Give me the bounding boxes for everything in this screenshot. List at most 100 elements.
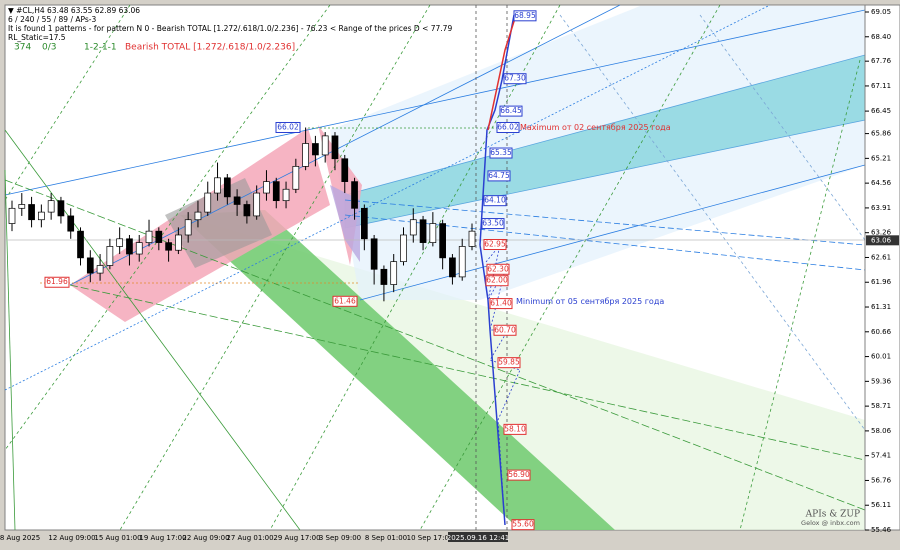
y-tick-label: 57.41 (871, 452, 891, 460)
y-tick-label: 59.36 (871, 377, 892, 385)
candle-body (77, 230, 84, 259)
projection (479, 14, 515, 246)
last-price-box (866, 235, 899, 246)
y-tick-label: 69.05 (871, 8, 891, 16)
pivot-label: 61.96 (46, 277, 68, 286)
candle-body (331, 135, 339, 160)
level-label: 61.40 (490, 299, 512, 308)
candle-body (400, 234, 407, 263)
level-box (486, 263, 510, 275)
candle-body (194, 211, 202, 221)
candle-body (302, 143, 309, 167)
x-tick-label: 27 Aug 01:00 (226, 534, 273, 542)
candle-body (184, 219, 192, 236)
y-tick-label: 65.86 (871, 130, 892, 138)
candle-body (135, 242, 143, 255)
y-tick-label: 58.71 (871, 402, 891, 410)
trend-line (419, 4, 721, 531)
level-label: 66.02 (497, 122, 519, 131)
level-label: 64.10 (484, 196, 506, 205)
level-label: 66.45 (500, 106, 522, 115)
candle-body (449, 257, 456, 278)
y-tick-label: 60.66 (871, 328, 892, 336)
candle-body (380, 268, 388, 285)
candle-body (419, 219, 427, 243)
candle-body (253, 192, 261, 217)
level-box (507, 469, 531, 481)
y-tick-label: 68.40 (871, 33, 891, 41)
y-tick-label: 67.11 (871, 82, 891, 90)
candle-body (126, 238, 133, 255)
trend-line (269, 4, 561, 531)
candle-body (67, 215, 75, 232)
candle-body (282, 188, 290, 202)
trend-line (4, 4, 131, 201)
annotation: Minimum от 05 сентября 2025 года (516, 297, 664, 306)
candle-body (214, 177, 221, 194)
trend-line (4, 169, 16, 531)
time-box (448, 532, 508, 542)
candle-body (116, 238, 124, 247)
candle-body (341, 158, 349, 182)
candle-body (233, 196, 241, 205)
pivot-box (275, 121, 301, 133)
y-axis (864, 4, 900, 531)
projection (479, 244, 506, 526)
x-tick-label: 8 Sep 01:00 (365, 534, 407, 542)
level-label: 56.90 (508, 470, 530, 479)
y-tick-label: 58.06 (871, 427, 892, 435)
candle-body (321, 135, 329, 156)
level-box (483, 239, 507, 251)
trend-line (4, 4, 331, 451)
y-tick-label: 66.45 (871, 107, 891, 115)
x-tick-label: 19 Aug 17:00 (139, 534, 186, 542)
candle-body (57, 200, 65, 217)
level-label: 64.75 (488, 171, 510, 180)
candle-body (292, 166, 300, 190)
y-tick-label: 67.76 (871, 57, 892, 65)
candle-body (468, 230, 476, 247)
level-box (503, 423, 527, 435)
y-tick-label: 61.96 (871, 278, 892, 286)
candle-body (28, 204, 35, 221)
header-line: RL_Static=17.5 (8, 33, 66, 42)
last-price-label: 63.06 (871, 236, 892, 244)
level-label: 62.30 (487, 264, 509, 273)
gray-zone (165, 178, 272, 268)
y-tick-label: 63.26 (871, 229, 892, 237)
footer-sub: Gelox @ inbx.com (801, 519, 860, 527)
level-box (513, 10, 537, 22)
candle-body (351, 181, 358, 209)
trend-line (739, 59, 861, 531)
trend-line (359, 164, 866, 301)
x-tick-label: 29 Aug 17:00 (273, 534, 320, 542)
x-tick-label: 22 Aug 09:00 (182, 534, 229, 542)
y-tick-label: 64.56 (871, 179, 892, 187)
level-box (487, 170, 511, 182)
candle-body (47, 200, 55, 213)
candle-body (458, 246, 466, 278)
level-label: 62.95 (484, 240, 506, 249)
y-tick-label: 56.76 (871, 476, 892, 484)
candle-body (263, 181, 270, 194)
pattern-name: Bearish TOTAL [1.272/.618/1.0/2.236] (125, 43, 295, 53)
pivot-box (332, 295, 358, 307)
level-label: 58.10 (504, 424, 526, 433)
candle-body (155, 230, 163, 243)
candle-body (390, 261, 398, 285)
trend-line (69, 284, 866, 461)
candle-body (8, 207, 16, 224)
level-box (493, 324, 517, 336)
drawings (4, 4, 866, 531)
level-label: 62.00 (486, 276, 508, 285)
trend-line (4, 4, 771, 391)
x-tick-label: 8 Aug 2025 (0, 534, 40, 542)
trend-line (344, 199, 866, 246)
level-label: 63.50 (482, 219, 504, 228)
projection (487, 14, 517, 131)
pivot-box (44, 276, 70, 288)
trend-line (699, 14, 866, 241)
candle-body (223, 177, 231, 198)
x-tick-label: 15 Aug 01:00 (94, 534, 141, 542)
